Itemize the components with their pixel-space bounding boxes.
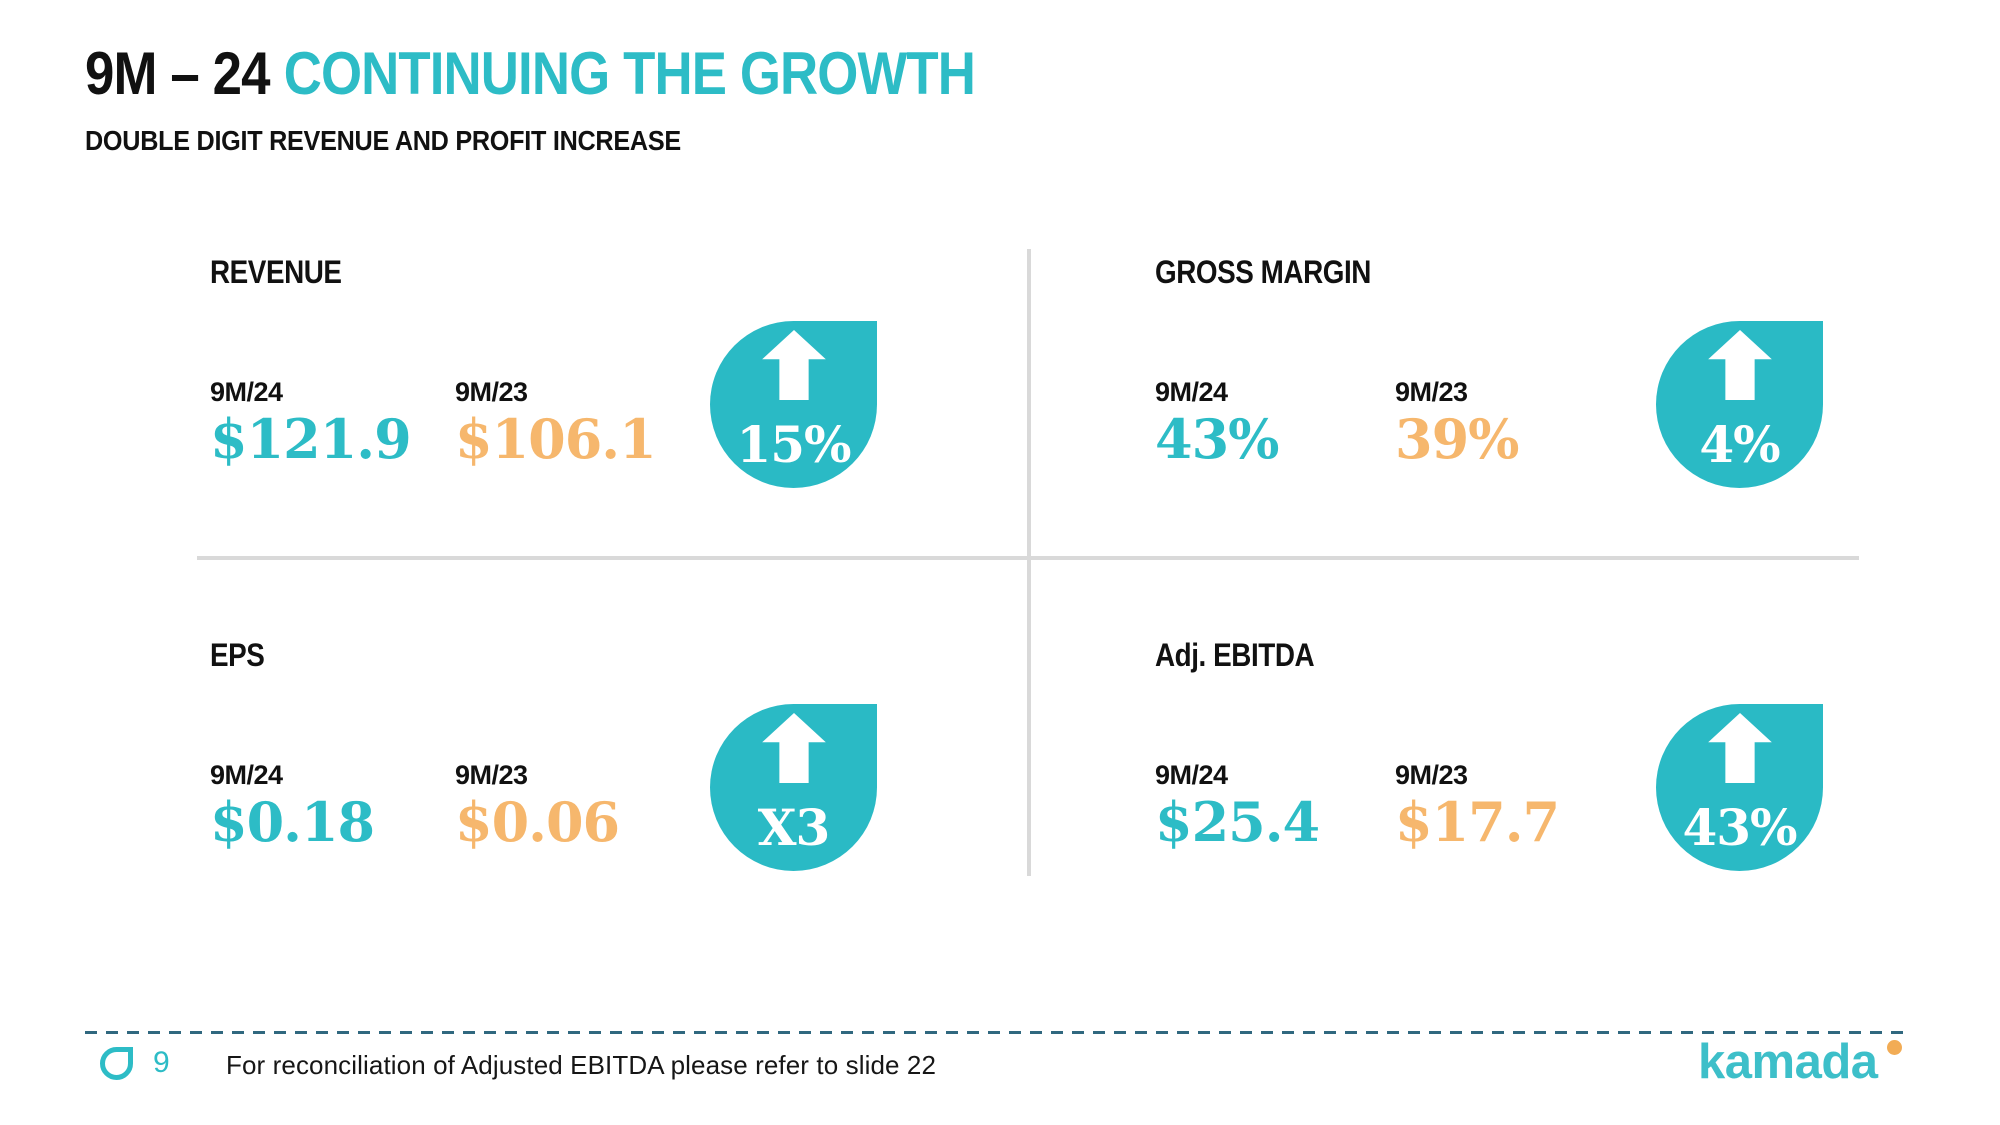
change-value: X3: [757, 798, 831, 857]
period-label: 9M/23: [1395, 377, 1468, 407]
page-subtitle: DOUBLE DIGIT REVENUE AND PROFIT INCREASE: [85, 125, 681, 156]
metric-prior-gross-margin: 9M/23 39%: [1395, 376, 1519, 472]
metric-value-current: $25.4: [1155, 790, 1320, 855]
metric-current-revenue: 9M/24 $121.9: [210, 376, 412, 472]
orange-dot-icon: [1887, 1040, 1902, 1055]
metric-title-eps: EPS: [210, 637, 265, 673]
up-arrow-icon: [761, 330, 826, 400]
metric-value-current: 43%: [1155, 407, 1279, 472]
metric-title-gross-margin: GROSS MARGIN: [1155, 254, 1371, 290]
change-badge-revenue: 15%: [710, 321, 877, 488]
footer-dashed-divider: [85, 1031, 1907, 1034]
metric-value-prior: 39%: [1395, 407, 1519, 472]
page-title: 9M – 24 CONTINUING THE GROWTH: [85, 44, 976, 104]
change-badge-gross-margin: 4%: [1656, 321, 1823, 488]
period-label: 9M/24: [210, 377, 283, 407]
footer-note: For reconciliation of Adjusted EBITDA pl…: [226, 1050, 937, 1080]
metric-value-prior: $17.7: [1395, 790, 1560, 855]
metric-current-adj-ebitda: 9M/24 $25.4: [1155, 759, 1320, 855]
metric-value-prior: $0.06: [455, 790, 620, 855]
period-label: 9M/23: [455, 377, 528, 407]
change-value: 15%: [736, 415, 851, 474]
metric-current-eps: 9M/24 $0.18: [210, 759, 375, 855]
up-arrow-icon: [1707, 330, 1772, 400]
metric-value-current: $121.9: [210, 407, 412, 472]
change-value: 4%: [1699, 415, 1780, 474]
metric-prior-eps: 9M/23 $0.06: [455, 759, 620, 855]
period-label: 9M/23: [455, 760, 528, 790]
change-badge-eps: X3: [710, 704, 877, 871]
kamada-logo-text: kamada: [1698, 1035, 1878, 1089]
up-arrow-icon: [761, 713, 826, 783]
metric-current-gross-margin: 9M/24 43%: [1155, 376, 1279, 472]
kamada-logo: kamada: [1698, 1035, 1902, 1089]
up-arrow-icon: [1707, 713, 1772, 783]
metric-title-adj-ebitda: Adj. EBITDA: [1155, 637, 1315, 673]
change-badge-adj-ebitda: 43%: [1656, 704, 1823, 871]
change-value: 43%: [1682, 798, 1797, 857]
title-accent: CONTINUING THE GROWTH: [283, 40, 976, 107]
kamada-drop-icon: [100, 1047, 133, 1080]
metric-prior-revenue: 9M/23 $106.1: [455, 376, 657, 472]
period-label: 9M/24: [1155, 377, 1228, 407]
period-label: 9M/24: [210, 760, 283, 790]
metric-value-prior: $106.1: [455, 407, 657, 472]
vertical-divider: [1027, 249, 1031, 876]
period-label: 9M/23: [1395, 760, 1468, 790]
horizontal-divider: [197, 556, 1859, 560]
metric-prior-adj-ebitda: 9M/23 $17.7: [1395, 759, 1560, 855]
period-label: 9M/24: [1155, 760, 1228, 790]
page-number: 9: [153, 1046, 170, 1079]
title-prefix: 9M – 24: [85, 40, 271, 107]
metric-value-current: $0.18: [210, 790, 375, 855]
metric-title-revenue: REVENUE: [210, 254, 342, 290]
